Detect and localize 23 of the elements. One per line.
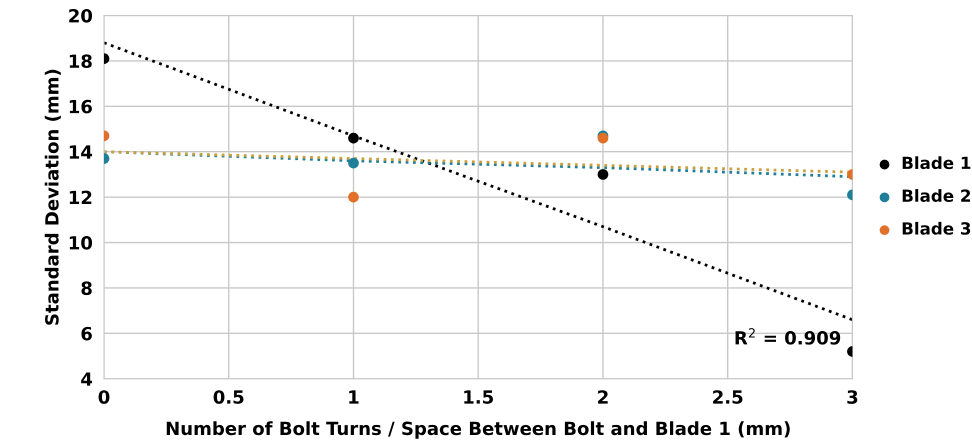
x-tick-label: 0.5 bbox=[214, 390, 244, 404]
y-tick-label: 16 bbox=[70, 100, 92, 114]
y-tick-label: 10 bbox=[70, 236, 92, 250]
x-tick-label: 3 bbox=[847, 390, 858, 404]
y-tick-label: 8 bbox=[81, 281, 92, 296]
y-axis-title: Standard Deviation (mm) bbox=[44, 70, 61, 325]
y-tick-label: 12 bbox=[70, 190, 92, 204]
x-axis-title: Number of Bolt Turns / Space Between Bolt and Blade 1 (mm) bbox=[166, 421, 790, 439]
y-tick-label: 6 bbox=[81, 326, 92, 340]
y-tick-label: 14 bbox=[70, 145, 92, 159]
legend-label: Blade 1 bbox=[902, 156, 970, 170]
y-tick-label: 18 bbox=[70, 54, 92, 68]
x-tick-label: 0 bbox=[98, 390, 110, 404]
legend-label: Blade 2 bbox=[902, 189, 970, 202]
x-tick-label: 2.5 bbox=[713, 390, 742, 404]
y-tick-label: 20 bbox=[69, 8, 92, 23]
annotation: R$^{2}$ = 0.909 bbox=[736, 328, 840, 345]
line-series bbox=[102, 41, 854, 322]
y-tick-label: 4 bbox=[81, 372, 92, 386]
legend-label: Blade 3 bbox=[902, 222, 970, 235]
x-tick-label: 2 bbox=[598, 390, 608, 404]
x-tick-label: 1.5 bbox=[464, 390, 493, 404]
x-tick-label: 1 bbox=[349, 390, 359, 404]
